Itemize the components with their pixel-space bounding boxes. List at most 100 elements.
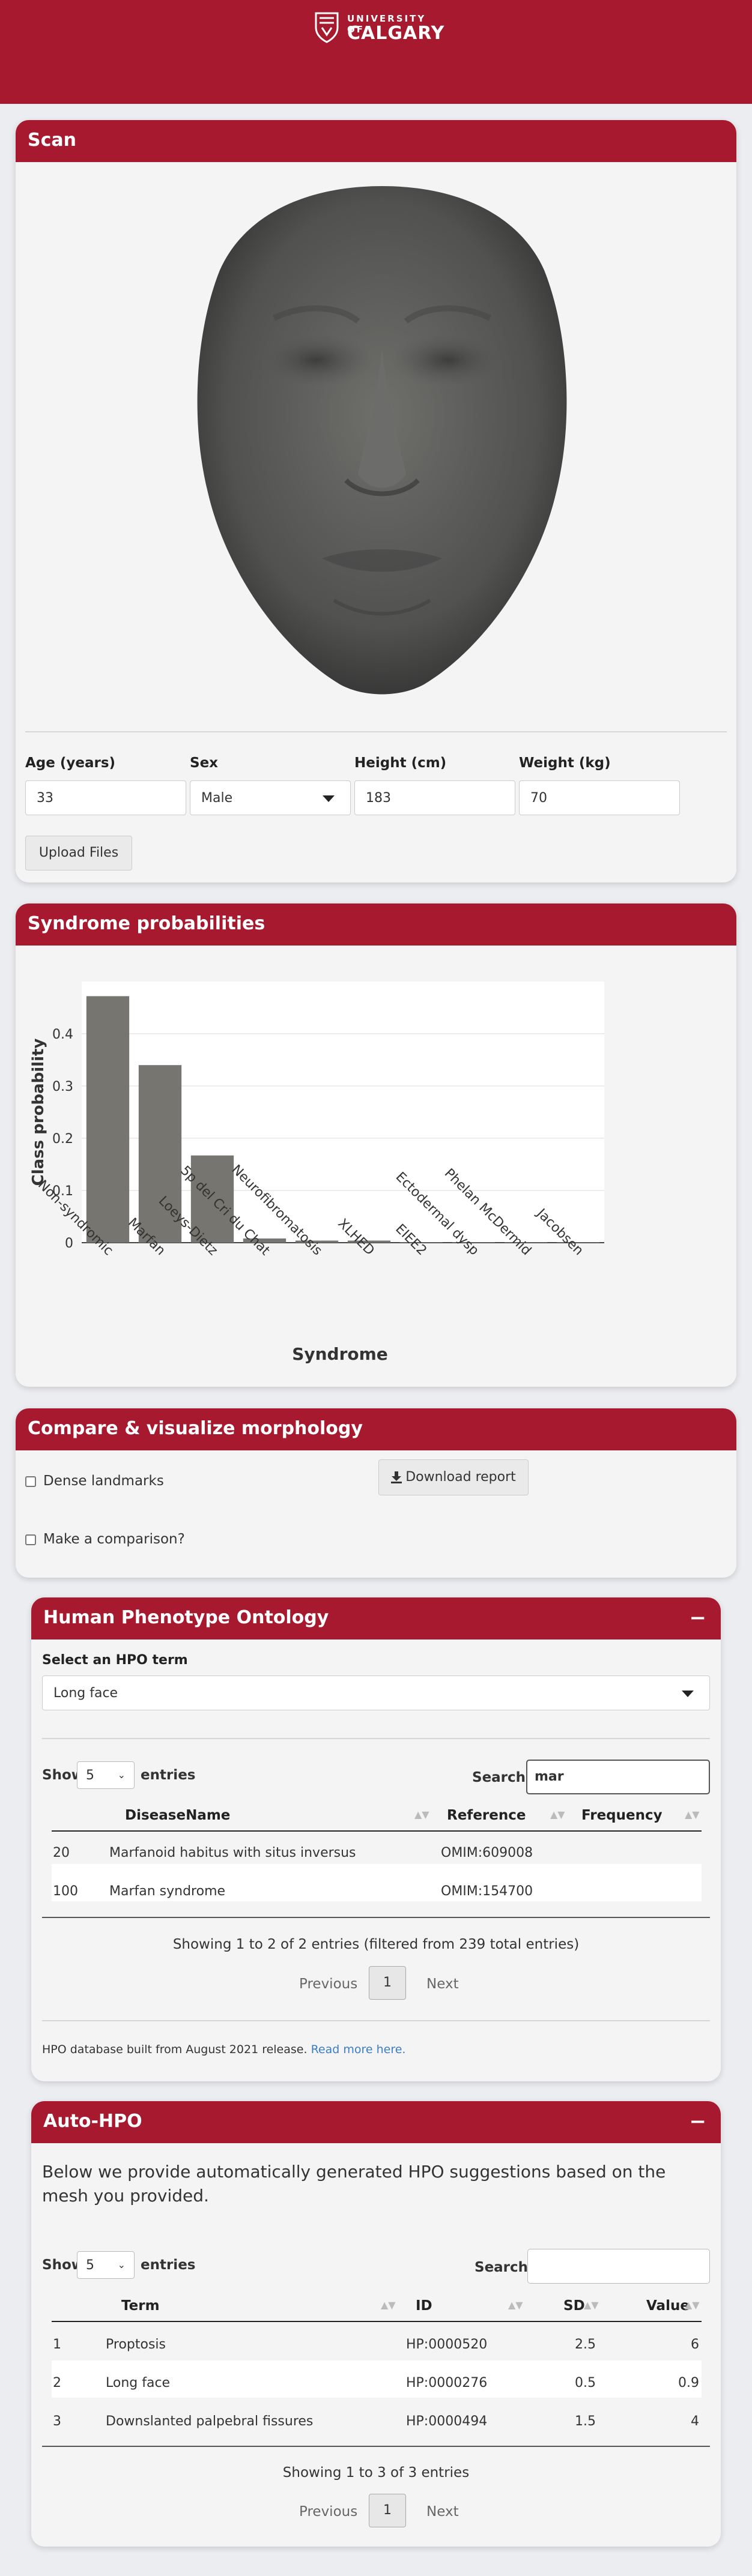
- y-tick-label: 0.3: [52, 1079, 73, 1094]
- university-logo[interactable]: UNIVERSITY OF CALGARY: [314, 11, 444, 44]
- page-1-button[interactable]: 1: [369, 2494, 406, 2527]
- bar[interactable]: [347, 1240, 391, 1243]
- autohpo-search-input[interactable]: [527, 2249, 710, 2284]
- next-button[interactable]: Next: [426, 1976, 459, 1992]
- autohpo-header[interactable]: Auto-HPO −: [31, 2101, 721, 2143]
- age-input[interactable]: 33: [25, 780, 186, 815]
- previous-button[interactable]: Previous: [299, 2504, 358, 2520]
- table-info: Showing 1 to 3 of 3 entries: [282, 2465, 470, 2481]
- sort-icon[interactable]: ▲▼: [414, 1809, 429, 1820]
- table-row: [52, 2360, 702, 2398]
- bar[interactable]: [243, 1238, 287, 1243]
- divider: [42, 1738, 710, 1739]
- next-button[interactable]: Next: [426, 2504, 459, 2520]
- y-tick-label: 0.1: [52, 1184, 73, 1199]
- entries-label: entries: [141, 2257, 196, 2273]
- row-reference: OMIM:154700: [441, 1884, 533, 1899]
- caret-down-icon: [682, 1691, 694, 1697]
- collapse-icon[interactable]: −: [689, 2110, 707, 2134]
- row-term: Downslanted palpebral fissures: [106, 2414, 314, 2429]
- row-value: 0.9: [678, 2375, 699, 2390]
- collapse-icon[interactable]: −: [689, 1606, 707, 1630]
- col-id[interactable]: ID: [416, 2298, 432, 2314]
- bar[interactable]: [399, 1242, 443, 1243]
- sort-icon[interactable]: ▲▼: [685, 2299, 700, 2311]
- bar[interactable]: [86, 996, 130, 1243]
- sex-select[interactable]: Male: [190, 780, 351, 815]
- bar[interactable]: [504, 1242, 548, 1243]
- y-tick-label: 0.2: [52, 1132, 73, 1147]
- hpo-select-label: Select an HPO term: [42, 1653, 188, 1668]
- logo-line2: CALGARY: [347, 23, 445, 44]
- download-report-button[interactable]: Download report: [378, 1459, 529, 1495]
- checkbox-box: [25, 1476, 36, 1487]
- syndrome-title: Syndrome probabilities: [16, 903, 736, 946]
- checkbox-box: [25, 1534, 36, 1545]
- row-value: 4: [691, 2414, 699, 2429]
- hpo-term-select[interactable]: Long face: [42, 1676, 710, 1710]
- sex-value: Male: [201, 791, 233, 806]
- hpo-search-input[interactable]: mar: [526, 1760, 710, 1794]
- row-index: 1: [53, 2337, 61, 2352]
- divider: [25, 731, 727, 732]
- bar[interactable]: [295, 1240, 339, 1243]
- face-mesh-viewer[interactable]: [184, 180, 580, 708]
- page-1-button[interactable]: 1: [369, 1966, 406, 2000]
- top-banner: UNIVERSITY OF CALGARY: [0, 0, 752, 104]
- dense-landmarks-checkbox[interactable]: Dense landmarks: [25, 1473, 164, 1489]
- comparison-checkbox[interactable]: Make a comparison?: [25, 1531, 185, 1547]
- compare-title: Compare & visualize morphology: [16, 1408, 736, 1450]
- row-index: 2: [53, 2375, 61, 2390]
- sort-icon[interactable]: ▲▼: [584, 2299, 599, 2311]
- height-input[interactable]: 183: [354, 780, 515, 815]
- col-frequency[interactable]: Frequency: [581, 1808, 663, 1823]
- table-header-border: [52, 2321, 702, 2322]
- y-tick-label: 0.4: [52, 1027, 73, 1042]
- hpo-header[interactable]: Human Phenotype Ontology −: [31, 1597, 721, 1639]
- comparison-label: Make a comparison?: [43, 1531, 185, 1547]
- row-term: Proptosis: [106, 2337, 166, 2352]
- bar[interactable]: [452, 1242, 496, 1243]
- chevron-down-icon: ⌄: [117, 1769, 126, 1781]
- bar[interactable]: [138, 1065, 182, 1243]
- sort-icon[interactable]: ▲▼: [685, 1809, 700, 1820]
- age-label: Age (years): [25, 755, 116, 771]
- col-reference[interactable]: Reference: [447, 1808, 526, 1823]
- hpo-title: Human Phenotype Ontology: [43, 1607, 329, 1628]
- caret-down-icon: [323, 795, 335, 802]
- x-axis-label: Syndrome: [292, 1344, 388, 1364]
- table-bottom-border: [42, 1917, 710, 1918]
- col-disease-name[interactable]: DiseaseName: [125, 1808, 231, 1823]
- y-tick-label: 0: [65, 1236, 73, 1251]
- sort-icon[interactable]: ▲▼: [550, 1809, 565, 1820]
- row-value: 6: [691, 2337, 699, 2352]
- row-id: HP:0000520: [406, 2337, 488, 2352]
- row-disease: Marfanoid habitus with situs inversus: [109, 1845, 356, 1860]
- col-sd[interactable]: SD: [563, 2298, 585, 2314]
- divider: [42, 2020, 710, 2021]
- height-label: Height (cm): [354, 755, 447, 771]
- col-value[interactable]: Value: [646, 2298, 690, 2314]
- entries-select[interactable]: 5 ⌄: [77, 2251, 135, 2279]
- entries-select[interactable]: 5 ⌄: [77, 1761, 135, 1789]
- weight-input[interactable]: 70: [519, 780, 680, 815]
- y-axis-label: Class probability: [29, 1039, 47, 1186]
- sort-icon[interactable]: ▲▼: [508, 2299, 523, 2311]
- weight-label: Weight (kg): [519, 755, 611, 771]
- bar[interactable]: [556, 1242, 600, 1243]
- previous-button[interactable]: Previous: [299, 1976, 358, 1992]
- sort-icon[interactable]: ▲▼: [381, 2299, 396, 2311]
- upload-files-button[interactable]: Upload Files: [25, 836, 132, 870]
- row-sd: 0.5: [575, 2375, 596, 2390]
- sex-label: Sex: [190, 755, 218, 771]
- search-label: Search:: [475, 2260, 534, 2275]
- download-report-label: Download report: [405, 1470, 516, 1485]
- bar[interactable]: [190, 1155, 234, 1243]
- table-header-border: [52, 1830, 702, 1832]
- col-term[interactable]: Term: [121, 2298, 160, 2314]
- row-sd: 1.5: [575, 2414, 596, 2429]
- read-more-link[interactable]: Read more here.: [311, 2043, 406, 2056]
- row-reference: OMIM:609008: [441, 1845, 533, 1860]
- crest-icon: [315, 12, 339, 43]
